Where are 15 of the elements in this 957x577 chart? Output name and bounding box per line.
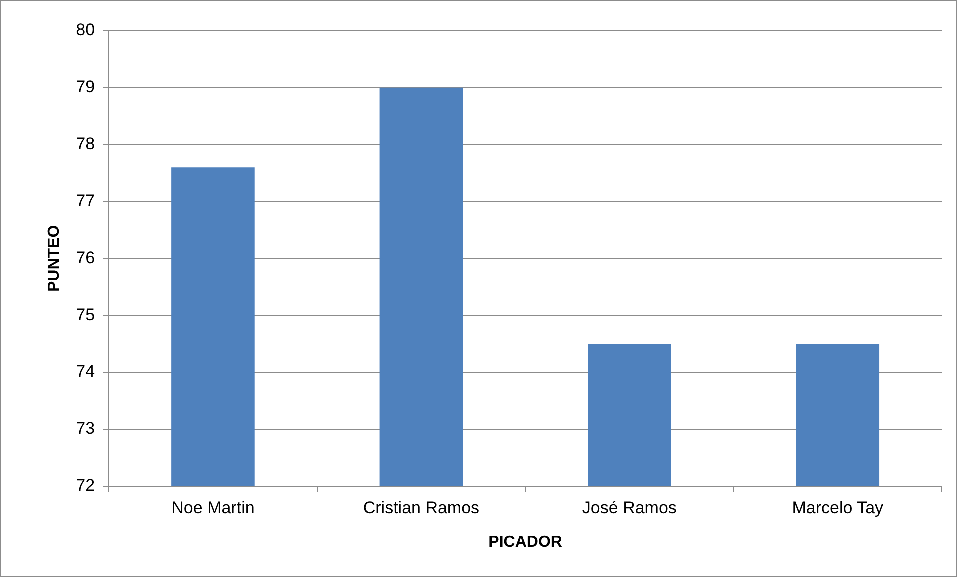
y-tick-label: 77 — [76, 191, 96, 210]
x-tick-label: Noe Martin — [172, 498, 255, 518]
x-tick-label: Marcelo Tay — [792, 498, 884, 518]
y-tick-label: 76 — [76, 248, 96, 268]
y-tick-label: 72 — [76, 476, 96, 496]
y-tick-label: 78 — [76, 134, 96, 154]
y-tick-label: 75 — [76, 305, 96, 324]
x-axis-title: PICADOR — [488, 534, 563, 551]
y-axis-title: PUNTEO — [46, 225, 64, 292]
y-tick-label: 73 — [76, 419, 96, 438]
y-tick-label: 80 — [76, 20, 96, 40]
x-tick-label: Cristian Ramos — [363, 498, 480, 518]
y-tick-label: 79 — [76, 78, 96, 97]
y-tick-label: 74 — [76, 362, 96, 382]
x-tick-label: José Ramos — [582, 498, 677, 518]
